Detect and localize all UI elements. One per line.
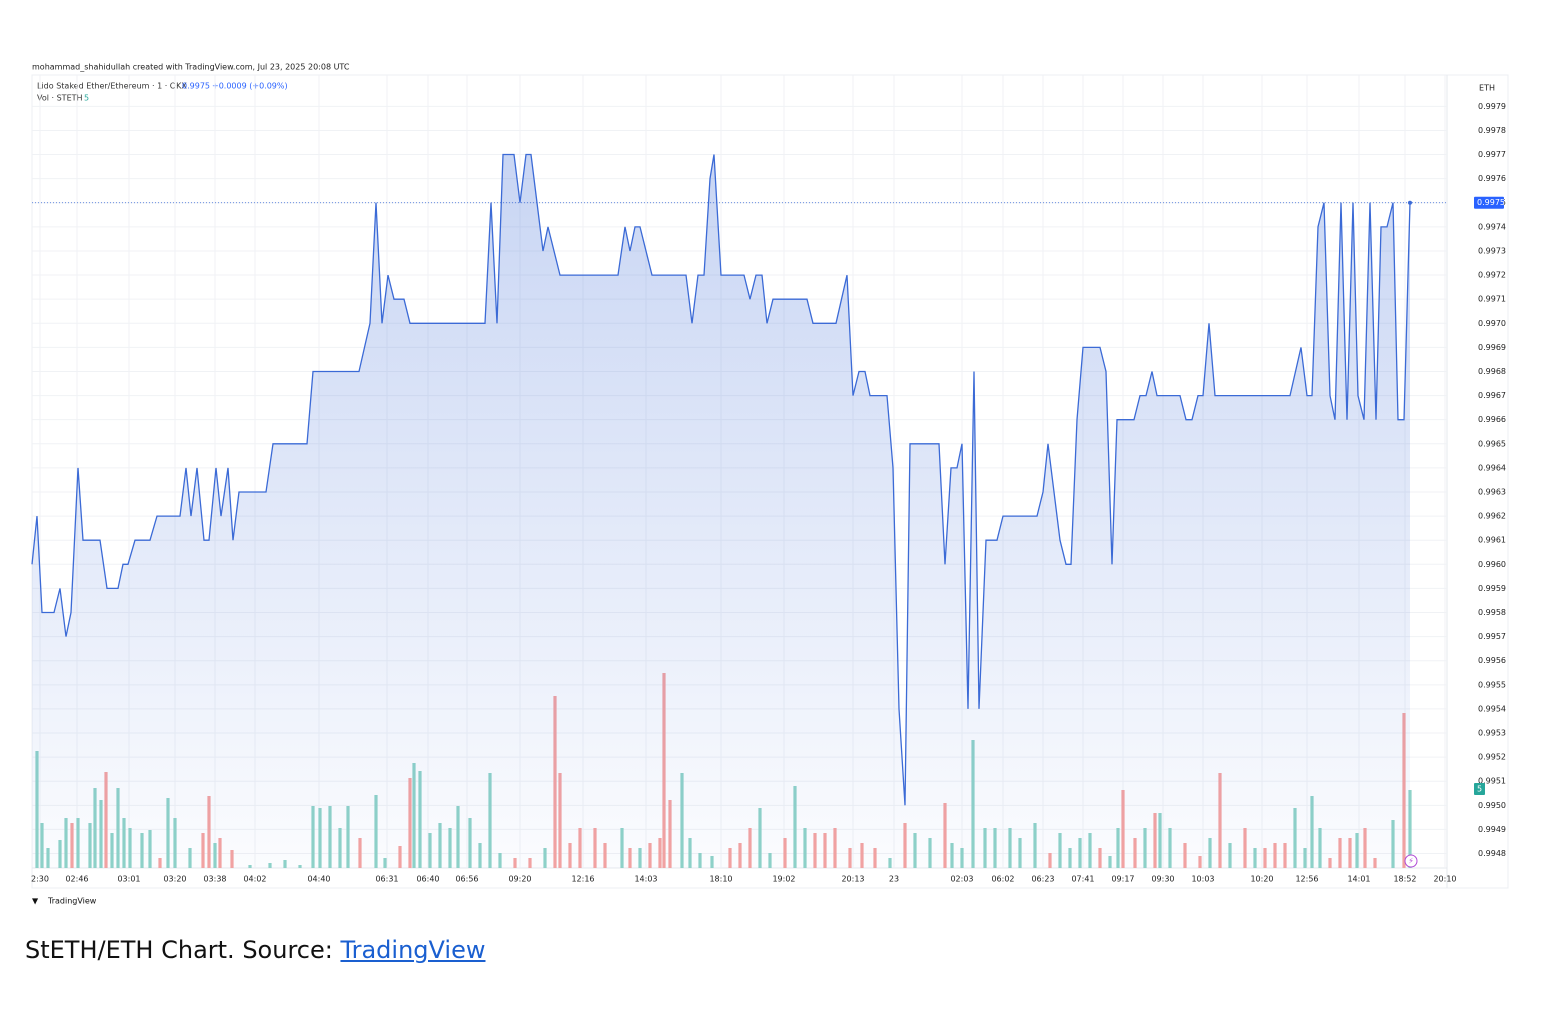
caption: StETH/ETH Chart. Source: TradingView (25, 936, 485, 964)
x-tick-label: 14:01 (1347, 875, 1370, 884)
y-tick-label: 0.9976 (1478, 174, 1506, 183)
chart-frame (31, 74, 1509, 889)
y-tick-label: 0.9966 (1478, 415, 1506, 424)
x-tick-label: 03:38 (203, 875, 226, 884)
y-tick-label: 0.9957 (1478, 632, 1506, 641)
x-tick-label: 18:52 (1393, 875, 1416, 884)
x-tick-label: 02:46 (65, 875, 88, 884)
legend-volume-value: 5 (84, 94, 89, 103)
last-point (1408, 200, 1412, 205)
caption-text: StETH/ETH Chart. Source: (25, 936, 333, 964)
y-tick-label: 0.9971 (1478, 295, 1506, 304)
y-tick-label: 0.9978 (1478, 126, 1506, 135)
x-tick-label: 12:16 (571, 875, 594, 884)
x-tick-label: 14:03 (634, 875, 657, 884)
y-tick-label: 0.9964 (1478, 463, 1506, 472)
y-tick-label: 0.9970 (1478, 319, 1506, 328)
last-price-label: 0.9975 (1477, 198, 1505, 207)
y-tick-label: 0.9951 (1478, 777, 1506, 786)
y-tick-label: 0.9969 (1478, 343, 1506, 352)
x-tick-label: 09:30 (1151, 875, 1174, 884)
legend-change: +0.0009 (+0.09%) (212, 82, 288, 91)
y-tick-label: 0.9962 (1478, 512, 1506, 521)
header: mohammad_shahidullah created with Tradin… (32, 63, 350, 72)
y-tick-label: 0.9953 (1478, 729, 1506, 738)
legend-volume: Vol · STETH (37, 94, 83, 103)
x-tick-label: 04:40 (307, 875, 330, 884)
y-tick-label: 0.9977 (1478, 150, 1506, 159)
y-tick-label: 0.9961 (1478, 536, 1506, 545)
y-tick-label: 0.9960 (1478, 560, 1506, 569)
x-tick-label: 03:01 (117, 875, 140, 884)
x-tick-label: 06:31 (375, 875, 398, 884)
y-tick-label: 0.9974 (1478, 222, 1506, 231)
last-price-tag (1474, 196, 1504, 209)
area-fill (32, 154, 1410, 868)
legend-symbol: Lido Staked Ether/Ethereum · 1 · OKX (37, 82, 187, 91)
x-tick-label: 23 (889, 875, 899, 884)
x-tick-label: 02:03 (950, 875, 973, 884)
x-tick-label: 19:02 (772, 875, 795, 884)
price-line (31, 153, 1411, 806)
x-tick-label: 20:13 (841, 875, 864, 884)
caption-link[interactable]: TradingView (340, 936, 486, 964)
y-tick-label: 0.9949 (1478, 825, 1506, 834)
legend-price: 0.9975 (182, 82, 210, 91)
last-volume-tag (1474, 783, 1485, 795)
alert-icon[interactable] (1404, 854, 1418, 868)
x-tick-label: 06:02 (991, 875, 1014, 884)
y-tick-label: 0.9955 (1478, 680, 1506, 689)
y-tick-label: 0.9973 (1478, 246, 1506, 255)
x-tick-label: 06:23 (1031, 875, 1054, 884)
alert-icon-glyph[interactable]: ⚡ (1408, 857, 1414, 866)
last-volume-label: 5 (1477, 785, 1482, 794)
x-tick-label: 03:20 (163, 875, 186, 884)
y-tick-label: 0.9968 (1478, 367, 1506, 376)
y-tick-label: 0.9958 (1478, 608, 1506, 617)
axis-unit: ETH (1479, 84, 1495, 93)
y-tick-label: 0.9963 (1478, 487, 1506, 496)
y-tick-label: 0.9950 (1478, 801, 1506, 810)
chart: mohammad_shahidullah created with Tradin… (31, 63, 1509, 906)
x-tick-label: 20:10 (1433, 875, 1456, 884)
y-tick-label: 0.9972 (1478, 271, 1506, 280)
y-tick-label: 0.9956 (1478, 656, 1506, 665)
x-tick-label: 09:17 (1111, 875, 1134, 884)
logo: TradingView (47, 897, 97, 906)
y-tick-label: 0.9948 (1478, 849, 1506, 858)
x-tick-label: 09:20 (508, 875, 531, 884)
logo-mark: ▼ (32, 897, 39, 906)
y-tick-label: 0.9979 (1478, 102, 1506, 111)
x-tick-label: 04:02 (243, 875, 266, 884)
axes: 0.9948 0.9949 0.9950 0.9951 0.9952 0.9953 0.99… (31, 102, 1506, 884)
plot (31, 153, 1447, 868)
x-tick-label: 07:41 (1071, 875, 1094, 884)
x-tick-label: 06:40 (416, 875, 439, 884)
x-tick-label: 12:56 (1295, 875, 1318, 884)
x-tick-label: 10:20 (1250, 875, 1273, 884)
x-tick-label: 2:30 (31, 875, 49, 884)
y-tick-label: 0.9965 (1478, 439, 1506, 448)
x-tick-label: 06:56 (455, 875, 478, 884)
x-tick-label: 18:10 (709, 875, 732, 884)
y-tick-label: 0.9959 (1478, 584, 1506, 593)
y-tick-label: 0.9967 (1478, 391, 1506, 400)
x-tick-label: 10:03 (1191, 875, 1214, 884)
y-tick-label: 0.9952 (1478, 753, 1506, 762)
y-tick-label: 0.9954 (1478, 704, 1506, 713)
